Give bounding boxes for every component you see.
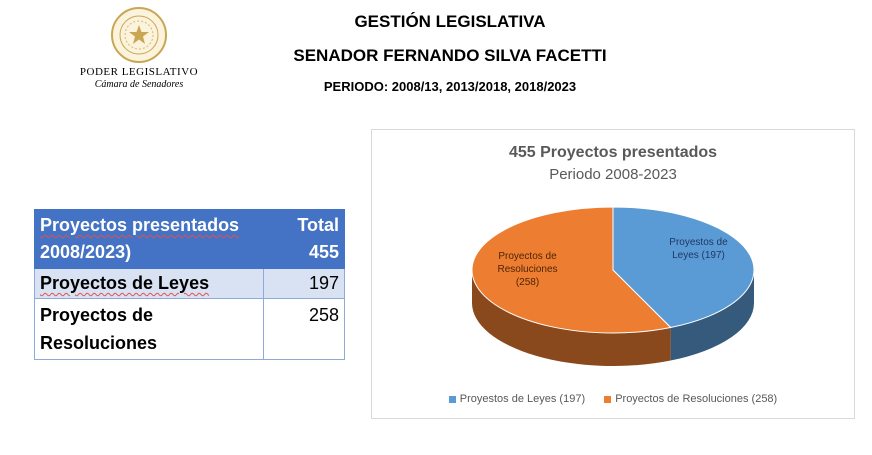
logo-line-2: Cámara de Senadores (94, 79, 184, 90)
pie-side-1 (472, 270, 671, 366)
row-value: 197 (263, 268, 345, 299)
pie-slice-1 (471, 206, 672, 334)
senator-name: SENADOR FERNANDO SILVA FACETTI (293, 46, 607, 65)
projects-table: Proyectos presentados 2008/2023) Total 4… (34, 209, 345, 360)
header-total-label: Total (297, 215, 339, 235)
table-header-label: Proyectos presentados 2008/2023) (34, 209, 264, 269)
page-title: GESTIÓN LEGISLATIVA (354, 12, 546, 31)
table-row: Proyectos de Resoluciones 258 (34, 298, 345, 360)
chart-title: 455 Proyectos presentados (508, 144, 718, 161)
header-label-line1: Proyectos presentados (40, 215, 240, 235)
legend-swatch-resoluciones (604, 395, 612, 403)
logo-line-1: PODER LEGISLATIVO (79, 66, 199, 78)
table-header-total: Total 455 (263, 209, 345, 269)
legend-item: Proyestos de Leyes (197) (448, 393, 586, 405)
row-value: 258 (263, 298, 345, 360)
chart-legend: Proyestos de Leyes (197) Proyectos de Re… (372, 393, 854, 405)
chart-subtitle: Periodo 2008-2023 (549, 166, 677, 183)
row-label-resoluciones-1: Proyectos de (40, 305, 154, 325)
pie-data-label-1: Proyectos de Resoluciones (258) (497, 251, 557, 288)
senate-logo: PODER LEGISLATIVO Cámara de Senadores (74, 6, 204, 90)
legend-swatch-leyes (448, 395, 456, 403)
pie-chart: 455 Proyectos presentados Periodo 2008-2… (371, 129, 855, 419)
row-label: Proyectos de Leyes (34, 268, 264, 299)
row-label-leyes: Proyectos de Leyes (40, 273, 210, 293)
header-label-line2: 2008/2023) (40, 242, 132, 262)
period-line: PERIODO: 2008/13, 2013/2018, 2018/2023 (323, 79, 577, 94)
legend-label-leyes: Proyestos de Leyes (197) (459, 393, 586, 405)
row-label-resoluciones-2: Resoluciones (40, 333, 158, 353)
header-total-value: 455 (308, 242, 339, 262)
table-row: Proyectos de Leyes 197 (34, 268, 345, 299)
legend-item: Proyectos de Resoluciones (258) (604, 393, 777, 405)
seal-icon (111, 7, 167, 63)
table-header-row: Proyectos presentados 2008/2023) Total 4… (34, 209, 345, 269)
pie-data-label-0: Proyestos de Leyes (197) (669, 237, 728, 261)
legend-label-resoluciones: Proyectos de Resoluciones (258) (615, 393, 778, 405)
row-label: Proyectos de Resoluciones (34, 298, 264, 360)
pie-slice-0 (612, 206, 755, 329)
pie-svg: Proyestos de Leyes (197) Proyectos de Resol… (471, 206, 755, 366)
